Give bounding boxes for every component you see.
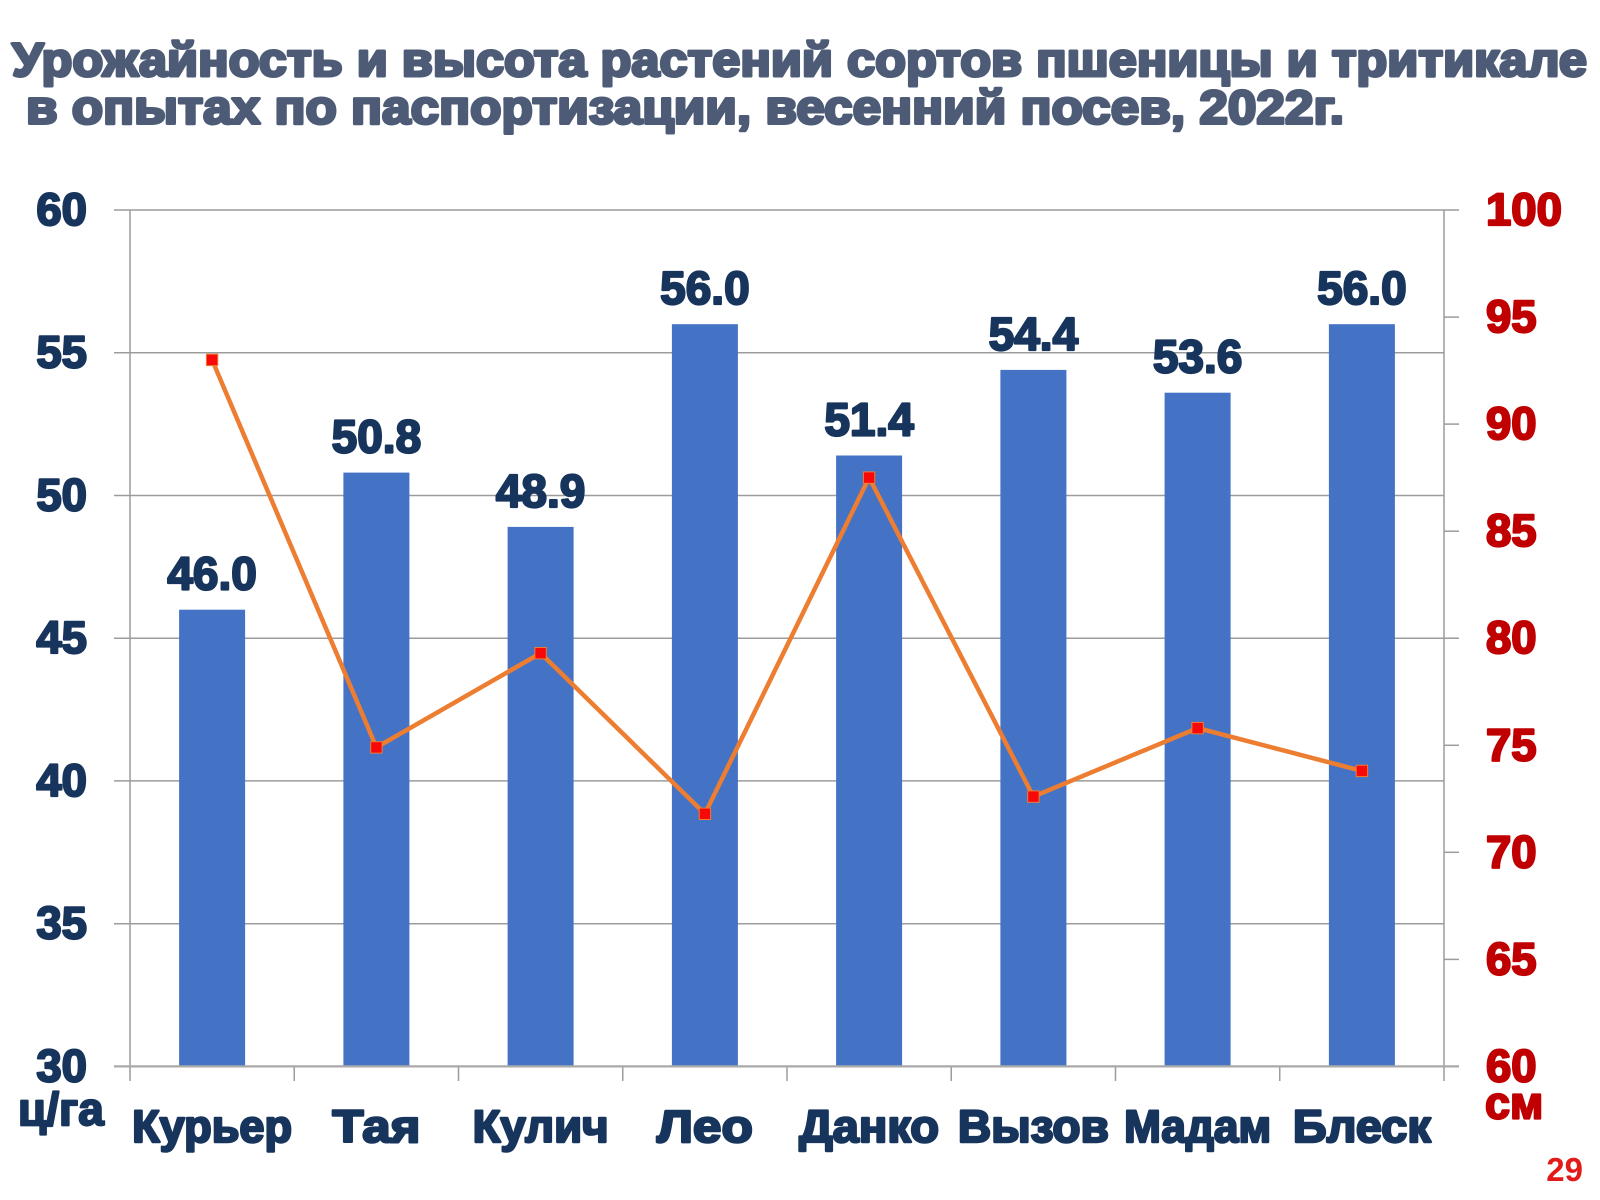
svg-text:см: см (1485, 1078, 1543, 1129)
svg-text:45: 45 (36, 612, 87, 663)
svg-text:Курьер: Курьер (132, 1101, 292, 1152)
svg-text:75: 75 (1486, 719, 1537, 770)
svg-text:50.8: 50.8 (332, 411, 422, 463)
svg-text:56.0: 56.0 (660, 262, 750, 314)
svg-text:46.0: 46.0 (167, 548, 257, 600)
svg-text:53.6: 53.6 (1153, 331, 1243, 383)
svg-text:Кулич: Кулич (473, 1101, 609, 1152)
svg-text:29: 29 (1546, 1151, 1583, 1188)
svg-text:ц/га: ц/га (18, 1083, 104, 1135)
svg-text:60: 60 (1486, 1040, 1537, 1091)
svg-text:70: 70 (1486, 826, 1537, 877)
svg-text:Вызов: Вызов (958, 1101, 1109, 1152)
svg-text:в опытах по паспортизации, вес: в опытах по паспортизации, весенний посе… (26, 81, 1344, 134)
svg-text:Блеск: Блеск (1293, 1101, 1431, 1152)
svg-text:35: 35 (36, 898, 87, 949)
svg-text:Тая: Тая (332, 1101, 420, 1152)
svg-text:Лео: Лео (657, 1101, 753, 1152)
svg-text:54.4: 54.4 (989, 308, 1079, 360)
svg-text:100: 100 (1486, 184, 1562, 235)
svg-text:80: 80 (1486, 612, 1537, 663)
svg-text:Мадам: Мадам (1124, 1101, 1271, 1152)
svg-text:30: 30 (36, 1040, 87, 1091)
svg-text:60: 60 (36, 184, 87, 235)
svg-text:51.4: 51.4 (824, 394, 914, 446)
svg-text:85: 85 (1486, 505, 1537, 556)
svg-text:95: 95 (1486, 291, 1537, 342)
svg-text:Урожайность и высота растений: Урожайность и высота растений сортов пше… (12, 33, 1587, 86)
svg-text:50: 50 (36, 470, 87, 521)
svg-text:65: 65 (1486, 933, 1537, 984)
svg-text:90: 90 (1486, 398, 1537, 449)
svg-text:Данко: Данко (799, 1101, 939, 1152)
svg-text:48.9: 48.9 (496, 465, 586, 517)
svg-text:56.0: 56.0 (1317, 262, 1407, 314)
svg-text:40: 40 (36, 755, 87, 806)
svg-text:55: 55 (36, 327, 87, 378)
